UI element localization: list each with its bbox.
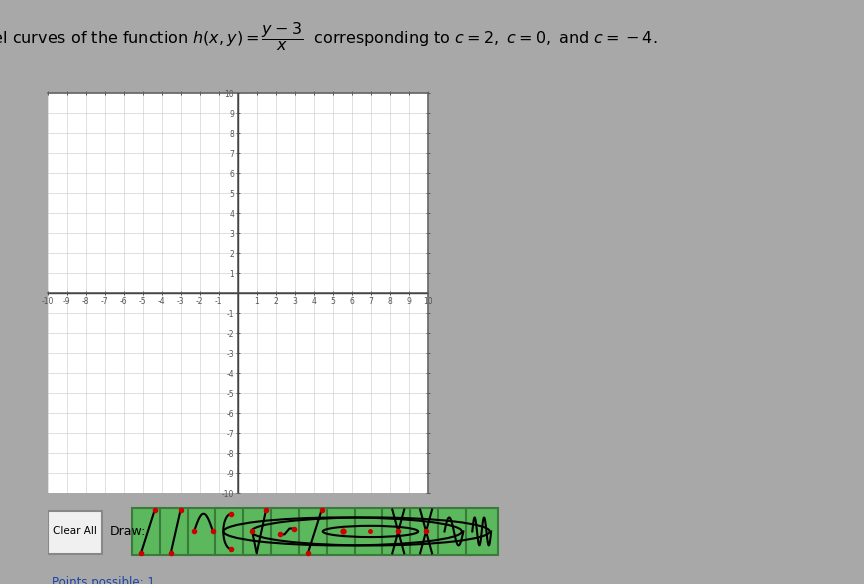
FancyBboxPatch shape [187, 507, 219, 555]
Text: Clear All: Clear All [53, 526, 97, 537]
FancyBboxPatch shape [48, 512, 102, 554]
FancyBboxPatch shape [299, 507, 331, 555]
FancyBboxPatch shape [327, 507, 359, 555]
Text: Points possible: 1: Points possible: 1 [53, 576, 156, 584]
FancyBboxPatch shape [215, 507, 247, 555]
FancyBboxPatch shape [438, 507, 470, 555]
Text: Sketch the level curves of the function $h(x, y) = \dfrac{y-3}{x}$  correspondin: Sketch the level curves of the function … [0, 20, 658, 53]
FancyBboxPatch shape [410, 507, 442, 555]
FancyBboxPatch shape [132, 507, 164, 555]
FancyBboxPatch shape [466, 507, 498, 555]
FancyBboxPatch shape [160, 507, 192, 555]
FancyBboxPatch shape [354, 507, 386, 555]
FancyBboxPatch shape [244, 507, 275, 555]
FancyBboxPatch shape [271, 507, 303, 555]
Text: Draw:: Draw: [110, 525, 146, 538]
FancyBboxPatch shape [383, 507, 414, 555]
